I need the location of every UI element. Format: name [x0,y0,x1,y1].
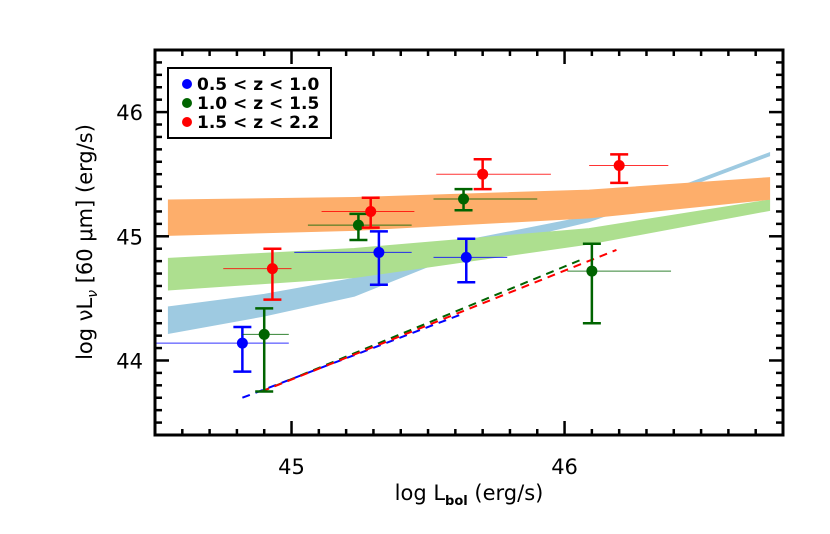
data-point [242,307,289,393]
data-points [155,153,672,393]
legend-marker [182,117,192,127]
dashed-line [261,249,617,393]
legend-label: 0.5 < z < 1.0 [197,75,319,95]
data-point [433,237,508,284]
axis-ticks [153,48,785,437]
legend-box [167,67,332,139]
data-point [589,153,669,185]
model-band-high-z [167,177,771,236]
x-tick-label: 46 [551,455,578,479]
legend-label: 1.0 < z < 1.5 [197,94,319,114]
data-point [567,242,672,325]
model-band-mid-z [167,199,771,291]
data-point [223,247,292,301]
dashed-model-lines [242,249,617,399]
y-axis-label: log νLν [60 μm] (erg/s) [73,124,101,360]
legend-marker [182,79,192,89]
legend-label: 1.5 < z < 2.2 [197,113,319,133]
y-tick-label: 45 [116,225,143,249]
x-axis-label: log Lbol (erg/s) [395,481,544,509]
model-bands [167,151,771,335]
y-tick-label: 44 [116,349,143,373]
plot-frame [153,48,785,437]
data-point [321,196,415,229]
dashed-line [242,313,462,399]
data-point [307,212,412,242]
legend-marker [182,98,192,108]
y-tick-label: 46 [116,101,143,125]
data-point [436,158,551,191]
data-point [433,187,538,212]
data-point [294,230,412,286]
legend: 0.5 < z < 1.01.0 < z < 1.51.5 < z < 2.2 [167,67,332,139]
tick-labels: 45 46 44 45 46 [116,101,578,479]
x-tick-label: 45 [278,455,305,479]
